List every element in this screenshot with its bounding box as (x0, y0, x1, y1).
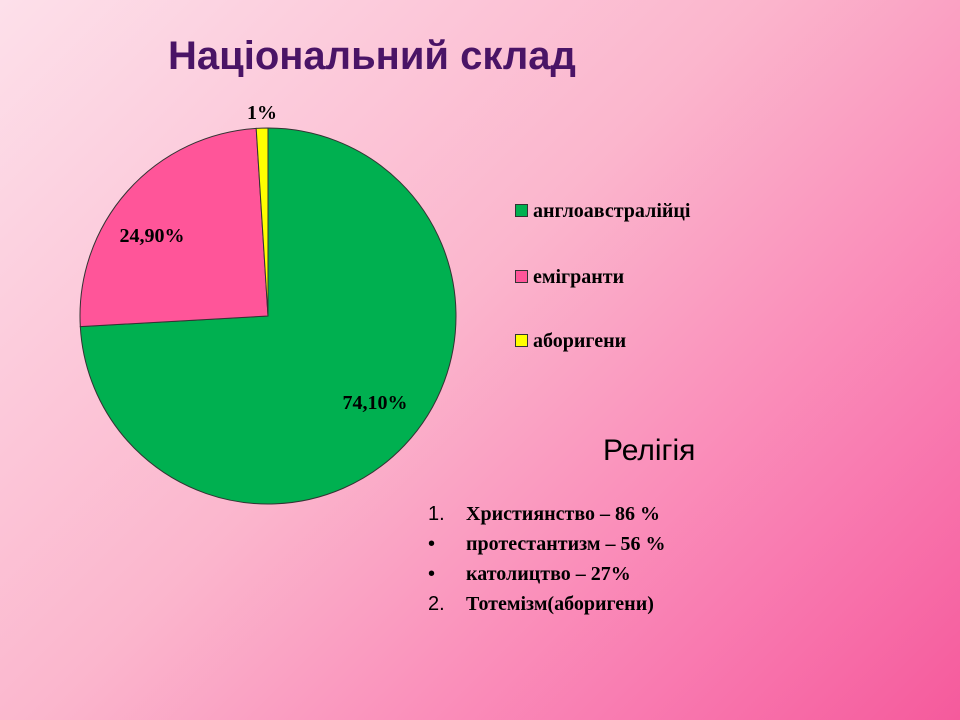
legend-swatch-aborigines (515, 333, 528, 347)
list-marker: 1. (428, 503, 445, 525)
religion-item-text: Тотемізм(аборигени) (466, 593, 654, 615)
legend-label-emigrants: емігранти (533, 266, 625, 288)
data-label-emigrants: 24,90% (120, 225, 185, 247)
list-marker: • (428, 533, 436, 555)
legend-label-aborigines: аборигени (533, 330, 627, 352)
list-marker: • (428, 563, 436, 585)
data-label-angloaustralians: 74,10% (343, 392, 408, 414)
data-label-aborigines: 1% (247, 102, 277, 124)
religion-title: Релігія (603, 434, 696, 467)
legend-item-emigrants: емігранти (515, 266, 624, 289)
legend-item-aborigines: аборигени (515, 330, 626, 353)
legend-swatch-emigrants (515, 269, 528, 283)
legend-item-angloaustralians: англоавстралійці (515, 200, 690, 223)
religion-item-text: Християнство – 86 % (466, 503, 661, 525)
chart-title: Національний склад (168, 34, 576, 78)
religion-item-text: протестантизм – 56 % (466, 533, 666, 555)
legend-label-angloaustralians: англоавстралійці (533, 200, 691, 222)
list-marker: 2. (428, 593, 445, 615)
pie-slice-aborigines (255, 127, 269, 317)
pie-slice-emigrants (79, 127, 269, 328)
religion-item-text: католицтво – 27% (466, 563, 631, 585)
legend-swatch-angloaustralians (515, 203, 528, 217)
